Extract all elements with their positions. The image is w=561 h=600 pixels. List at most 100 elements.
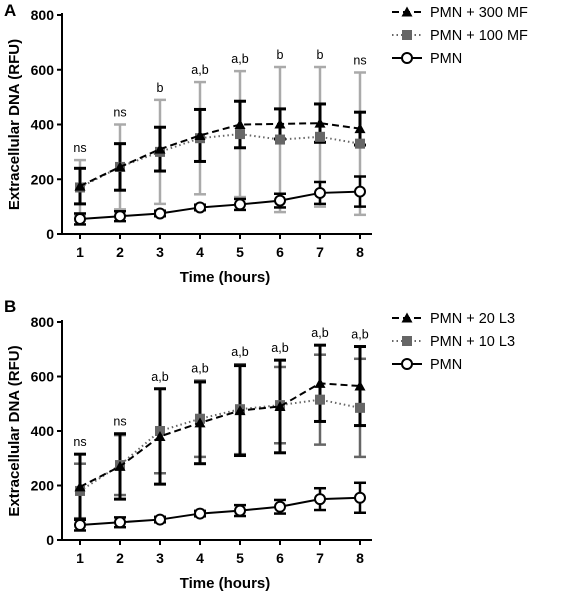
data-point-marker — [114, 210, 126, 223]
data-point-marker — [355, 138, 365, 149]
significance-label: ns — [353, 53, 366, 67]
significance-label: b — [157, 81, 164, 95]
data-point-marker — [315, 394, 325, 405]
significance-label: a,b — [191, 362, 208, 376]
legend-label: PMN + 20 L3 — [430, 311, 515, 327]
x-tick-label: 6 — [276, 550, 284, 566]
series-line — [79, 382, 361, 488]
data-point-marker — [194, 507, 206, 520]
x-tick-label: 6 — [276, 244, 284, 260]
y-tick-label: 400 — [31, 117, 55, 133]
x-tick-label: 4 — [196, 244, 204, 260]
y-tick-label: 600 — [31, 369, 55, 385]
series-line — [79, 190, 361, 220]
series-line — [79, 496, 361, 527]
data-point-marker — [274, 194, 286, 207]
panel-letter: B — [4, 297, 16, 316]
x-tick-label: 5 — [236, 244, 244, 260]
legend-marker — [401, 52, 413, 64]
y-tick-label: 200 — [31, 478, 55, 494]
data-point-marker — [234, 405, 246, 416]
y-tick-label: 800 — [31, 7, 55, 23]
legend-label: PMN — [430, 357, 462, 373]
data-point-marker — [74, 212, 86, 225]
data-point-marker — [154, 513, 166, 526]
data-point-marker — [74, 481, 86, 492]
data-point-marker — [235, 129, 245, 140]
legend-label: PMN + 300 MF — [430, 5, 528, 21]
x-tick-label: 1 — [76, 550, 84, 566]
significance-label: a,b — [271, 341, 288, 355]
x-tick-label: 4 — [196, 550, 204, 566]
data-point-marker — [234, 198, 246, 211]
y-tick-label: 400 — [31, 423, 55, 439]
y-axis-title: Extracellular DNA (RFU) — [6, 345, 23, 516]
legend-marker — [401, 358, 413, 370]
x-tick-label: 8 — [356, 550, 364, 566]
data-point-marker — [74, 180, 86, 191]
data-point-marker — [314, 493, 326, 506]
significance-label: ns — [113, 106, 126, 120]
data-point-marker — [114, 161, 126, 172]
x-tick-label: 7 — [316, 244, 324, 260]
data-point-marker — [314, 377, 326, 388]
series-line — [79, 398, 361, 492]
significance-label: a,b — [311, 326, 328, 340]
series-pmn-20-l3 — [74, 377, 366, 492]
data-point-marker — [354, 380, 366, 391]
data-point-marker — [74, 519, 86, 532]
data-point-marker — [194, 129, 206, 140]
significance-label: a,b — [231, 52, 248, 66]
series-pmn-300-mf — [74, 117, 366, 191]
data-point-marker — [114, 460, 126, 471]
data-point-marker — [154, 207, 166, 220]
series-pmn — [74, 185, 366, 225]
data-point-marker — [274, 500, 286, 513]
data-point-marker — [355, 402, 365, 413]
data-point-marker — [234, 119, 246, 129]
legend-marker — [402, 30, 412, 40]
significance-label: a,b — [151, 370, 168, 384]
y-tick-label: 200 — [31, 171, 55, 187]
x-tick-label: 3 — [156, 550, 164, 566]
x-tick-label: 1 — [76, 244, 84, 260]
significance-label: a,b — [191, 63, 208, 77]
y-axis-title: Extracellular DNA (RFU) — [6, 39, 23, 210]
legend-marker — [402, 336, 412, 346]
legend: PMN + 20 L3 PMN + 10 L3 PMN — [392, 311, 515, 373]
x-tick-label: 5 — [236, 550, 244, 566]
data-point-marker — [154, 143, 166, 154]
x-tick-label: 2 — [116, 550, 124, 566]
error-bars-pmn-20-l3 — [74, 343, 366, 522]
legend-label: PMN + 100 MF — [430, 28, 528, 44]
legend-label: PMN + 10 L3 — [430, 334, 515, 350]
series-line — [79, 122, 361, 187]
legend-label: PMN — [430, 51, 462, 67]
series-line — [79, 133, 361, 189]
data-point-marker — [274, 400, 286, 411]
x-tick-label: 7 — [316, 550, 324, 566]
chart-panel-b: B 0 200 400 600 800 1 2 3 4 5 6 7 8 Time (hours) Extrac… — [4, 297, 515, 592]
y-tick-label: 600 — [31, 62, 55, 78]
data-point-marker — [234, 504, 246, 517]
significance-label: ns — [113, 415, 126, 429]
legend: PMN + 300 MF PMN + 100 MF PMN — [392, 5, 528, 67]
x-tick-label: 8 — [356, 244, 364, 260]
data-point-marker — [194, 417, 206, 428]
significance-label: b — [277, 48, 284, 62]
x-axis-title: Time (hours) — [180, 575, 271, 592]
data-point-marker — [314, 186, 326, 199]
data-point-marker — [154, 430, 166, 441]
data-point-marker — [274, 118, 286, 129]
significance-label: ns — [73, 141, 86, 155]
panel-letter: A — [4, 1, 16, 20]
data-point-marker — [114, 516, 126, 529]
data-point-marker — [315, 131, 325, 142]
data-point-marker — [354, 123, 366, 134]
y-tick-label: 0 — [46, 226, 54, 242]
y-tick-label: 0 — [46, 532, 54, 548]
significance-label: ns — [73, 435, 86, 449]
data-point-marker — [194, 201, 206, 214]
data-point-marker — [354, 185, 366, 198]
x-tick-label: 2 — [116, 244, 124, 260]
